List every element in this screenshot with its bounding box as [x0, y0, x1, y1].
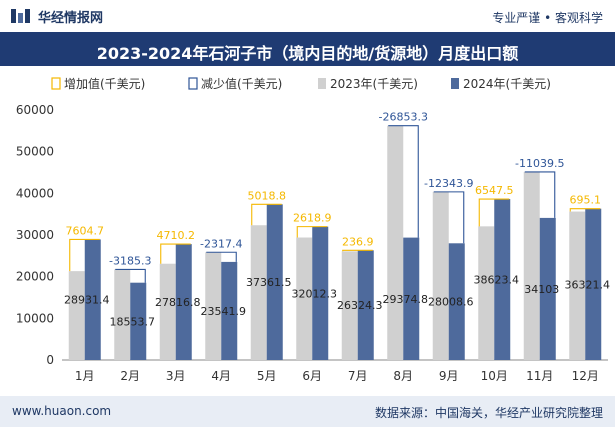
x-tick-label: 11月 — [526, 369, 553, 383]
y-tick-label: 20000 — [16, 270, 54, 284]
value-label-2024: 29374.8 — [383, 293, 429, 306]
legend-2023-swatch — [318, 78, 326, 89]
legend-2024-swatch — [451, 78, 459, 89]
increase-bracket — [342, 249, 373, 252]
decrease-bracket — [433, 191, 465, 244]
legend-increase-text: 增加值(千美元) — [64, 76, 145, 91]
legend-increase-swatch — [51, 77, 61, 90]
x-tick-label: 7月 — [348, 369, 368, 383]
increase-bracket — [569, 208, 601, 212]
value-label-2024: 26324.3 — [337, 299, 383, 312]
value-label-2024: 34103 — [524, 283, 559, 296]
bar-2024 — [494, 199, 511, 360]
x-tick-label: 8月 — [393, 369, 413, 383]
legend-2024-text: 2024年(千美元) — [463, 77, 551, 91]
increase-label: 4710.2 — [157, 229, 196, 242]
bar-2023 — [569, 211, 586, 360]
value-label-2024: 32012.3 — [292, 287, 338, 300]
value-label-2024: 36321.4 — [565, 278, 611, 291]
bar-2023 — [296, 237, 313, 360]
bar-2023 — [114, 269, 131, 360]
top-bar: 华经情报网 专业严谨 • 客观科学 — [0, 0, 615, 32]
footer-bar — [0, 396, 615, 427]
decrease-label: -2317.4 — [200, 237, 242, 250]
increase-label: 236.9 — [342, 235, 374, 248]
bar-2023 — [387, 125, 404, 360]
x-tick-label: 2月 — [120, 369, 140, 383]
bar-2023 — [523, 171, 540, 360]
bar-2024 — [175, 244, 192, 360]
x-tick-label: 10月 — [481, 369, 508, 383]
x-tick-label: 3月 — [166, 369, 186, 383]
bar-2024 — [448, 243, 465, 360]
legend-decrease-swatch — [188, 77, 198, 90]
increase-bracket — [69, 238, 100, 272]
x-tick-label: 5月 — [257, 369, 277, 383]
decrease-label: -11039.5 — [515, 157, 564, 170]
bar-2023 — [205, 252, 222, 360]
bar-2024 — [266, 204, 283, 360]
value-label-2024: 38623.4 — [474, 274, 520, 287]
decrease-bracket — [206, 251, 237, 262]
x-tick-label: 1月 — [75, 369, 95, 383]
y-tick-label: 60000 — [16, 103, 54, 117]
value-label-2024: 28931.4 — [64, 294, 110, 307]
bar-2023 — [68, 271, 85, 360]
y-tick-label: 0 — [46, 353, 54, 367]
x-tick-label: 6月 — [302, 369, 322, 383]
y-tick-label: 30000 — [16, 228, 54, 242]
legend-decrease-text: 减少值(千美元) — [201, 76, 282, 91]
title-bar — [0, 32, 615, 66]
bar-2024 — [130, 282, 147, 360]
data-source: 数据来源：中国海关，华经产业研究院整理 — [374, 406, 603, 420]
y-tick-label: 10000 — [16, 311, 54, 325]
chart-title: 2023-2024年石河子市（境内目的地/货源地）月度出口额 — [96, 44, 519, 63]
increase-label: 6547.5 — [475, 184, 514, 197]
increase-bracket — [160, 243, 191, 264]
decrease-bracket — [388, 125, 419, 238]
x-tick-label: 9月 — [439, 369, 459, 383]
increase-label: 7604.7 — [66, 224, 105, 237]
increase-bracket — [251, 203, 282, 226]
value-label-2024: 18553.7 — [110, 315, 156, 328]
bar-chart: 增加值(千美元) 减少值(千美元) 2023年(千美元) 2024年(千美元) 0 100… — [16, 76, 611, 383]
decrease-label: -26853.3 — [379, 111, 428, 124]
increase-bracket — [296, 226, 328, 238]
decrease-label: -3185.3 — [109, 254, 151, 267]
y-tick-label: 40000 — [16, 186, 54, 200]
bar-2023 — [159, 263, 176, 360]
bar-2023 — [341, 251, 358, 360]
bar-2023 — [432, 191, 449, 360]
value-label-2024: 27816.8 — [155, 296, 201, 309]
y-tick-label: 50000 — [16, 145, 54, 159]
decrease-label: -12343.9 — [424, 177, 473, 190]
bar-2023 — [250, 225, 267, 360]
decrease-bracket — [115, 268, 146, 283]
bar-2024 — [539, 217, 556, 360]
bar-2024 — [357, 250, 374, 360]
increase-label: 5018.8 — [248, 189, 287, 202]
x-tick-label: 12月 — [572, 369, 599, 383]
value-label-2024: 28008.6 — [428, 296, 474, 309]
brand-name: 华经情报网 — [38, 11, 104, 26]
bar-2023 — [478, 226, 495, 360]
legend-2023-text: 2023年(千美元) — [330, 77, 418, 91]
bar-2024 — [84, 239, 101, 360]
decrease-bracket — [524, 171, 556, 218]
x-tick-label: 4月 — [211, 369, 231, 383]
increase-label: 695.1 — [570, 194, 602, 207]
value-label-2024: 23541.9 — [201, 305, 247, 318]
bar-2024 — [312, 226, 329, 360]
increase-bracket — [478, 198, 510, 227]
huajing-logo-icon — [11, 9, 30, 23]
value-label-2024: 37361.5 — [246, 276, 292, 289]
tagline: 专业严谨 • 客观科学 — [492, 11, 603, 25]
increase-label: 2618.9 — [293, 212, 332, 225]
bar-2024 — [403, 237, 420, 360]
website-link[interactable]: www.huaon.com — [12, 404, 112, 418]
bar-2024 — [221, 261, 238, 360]
bar-2024 — [585, 208, 602, 360]
